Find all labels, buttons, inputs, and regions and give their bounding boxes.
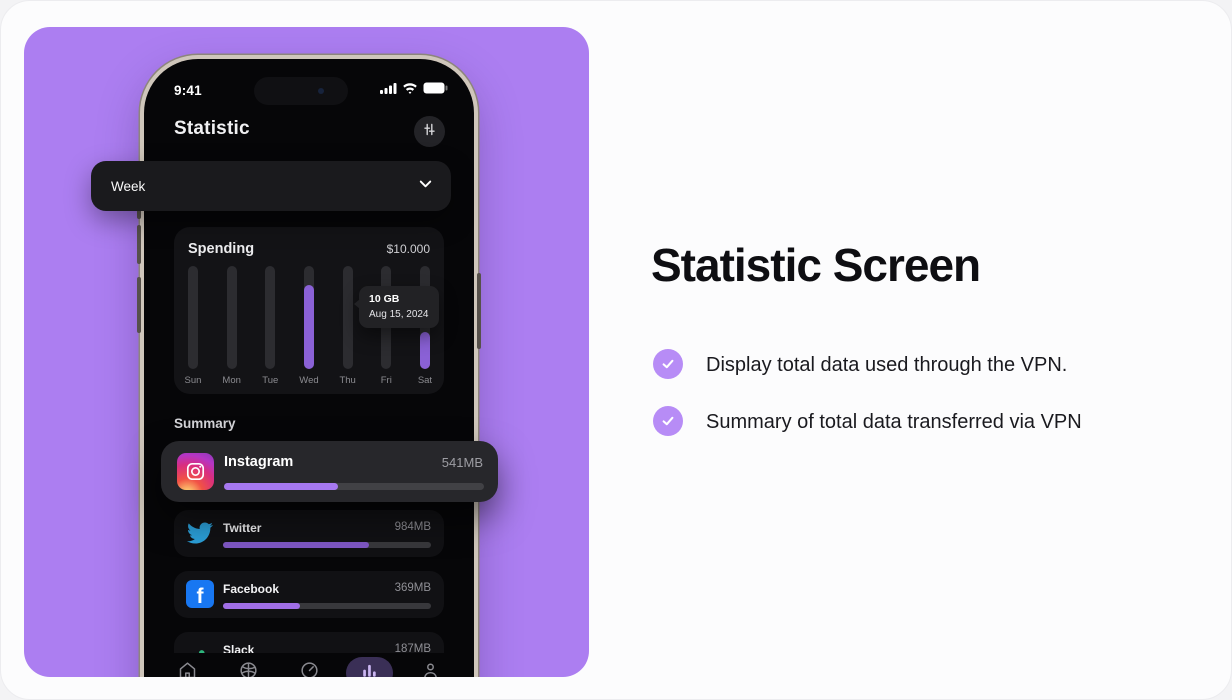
- chart-day-label: Thu: [339, 375, 356, 386]
- filter-settings-button[interactable]: [414, 116, 445, 147]
- nav-item-stats[interactable]: [346, 657, 394, 677]
- globe-icon: [238, 660, 259, 677]
- summary-app-value: 541MB: [441, 455, 483, 470]
- nav-item-globe[interactable]: [225, 657, 272, 677]
- summary-row-twitter[interactable]: Twitter 984MB: [174, 510, 444, 557]
- chart-day-label: Fri: [380, 375, 392, 386]
- wifi-icon: [402, 81, 418, 99]
- chart-day-label: Mon: [222, 375, 241, 386]
- feature-bullet-text: Display total data used through the VPN.: [706, 354, 1068, 376]
- tooltip-date: Aug 15, 2024: [369, 309, 429, 320]
- chart-day-label: Sat: [417, 375, 433, 386]
- summary-list: Twitter 984MB f Facebook 369MB Slack 187MB: [174, 510, 444, 677]
- summary-app-value: 369MB: [394, 582, 431, 594]
- spending-amount: $10.000: [386, 242, 430, 256]
- signal-icon: [380, 81, 397, 99]
- spending-days: Sun Mon Tue Wed Thu Fri Sat: [184, 375, 433, 386]
- spending-card: Spending $10.000 Sun Mon Tue Wed Thu Fri Sat 1…: [174, 227, 444, 394]
- twitter-icon: [186, 519, 214, 547]
- instagram-icon: [177, 453, 214, 490]
- summary-row-instagram[interactable]: Instagram 541MB: [161, 441, 498, 502]
- spending-title: Spending: [188, 241, 255, 257]
- volume-up-button: [137, 225, 141, 264]
- profile-icon: [420, 660, 441, 677]
- nav-item-gauge[interactable]: [286, 657, 333, 677]
- camera-dot: [318, 88, 324, 94]
- chart-day-label: Tue: [262, 375, 279, 386]
- tooltip-value: 10 GB: [369, 293, 400, 305]
- summary-app-name: Instagram: [224, 454, 294, 470]
- status-time: 9:41: [174, 82, 202, 98]
- chart-bar-fill: [419, 331, 430, 369]
- facebook-icon: f: [186, 580, 214, 608]
- feature-bullet-text: Summary of total data transferred via VP…: [706, 411, 1082, 433]
- progress-track: [223, 542, 431, 548]
- progress-fill: [224, 483, 339, 490]
- period-dropdown[interactable]: Week: [91, 161, 451, 211]
- chart-bar-wed[interactable]: [303, 266, 314, 369]
- phone-mockup: 9:41 Statistic Spending $10.000: [137, 59, 481, 677]
- chart-bar-fill: [303, 284, 314, 369]
- dynamic-island: [254, 77, 348, 105]
- check-icon: [653, 406, 683, 436]
- summary-app-value: 187MB: [394, 643, 431, 655]
- app-title: Statistic: [174, 118, 250, 139]
- sliders-icon: [422, 122, 437, 142]
- nav-row: [144, 653, 474, 677]
- chevron-down-icon: [416, 174, 435, 198]
- progress-fill: [223, 542, 369, 548]
- status-icons: [380, 81, 448, 99]
- progress-track: [223, 603, 431, 609]
- nav-item-home[interactable]: [164, 657, 211, 677]
- chart-day-label: Sun: [184, 375, 202, 386]
- page-title: Statistic Screen: [651, 239, 981, 291]
- progress-fill: [223, 603, 300, 609]
- spending-header: Spending $10.000: [174, 227, 444, 257]
- progress-track: [224, 483, 484, 490]
- battery-icon: [423, 81, 448, 99]
- chart-day-label: Wed: [299, 375, 319, 386]
- summary-row-facebook[interactable]: f Facebook 369MB: [174, 571, 444, 618]
- tooltip-arrow: [354, 299, 360, 309]
- power-button: [477, 273, 481, 349]
- chart-bar-mon[interactable]: [226, 266, 237, 369]
- feature-bullet-2: Summary of total data transferred via VP…: [653, 406, 1153, 438]
- feature-bullet-1: Display total data used through the VPN.: [653, 349, 1153, 381]
- chart-tooltip: 10 GB Aug 15, 2024: [354, 286, 439, 328]
- check-icon: [653, 349, 683, 379]
- summary-title: Summary: [174, 416, 236, 431]
- period-dropdown-value: Week: [111, 178, 146, 194]
- volume-down-button: [137, 277, 141, 333]
- summary-app-name: Twitter: [223, 521, 262, 535]
- summary-app-value: 984MB: [394, 521, 431, 533]
- showcase-card: 9:41 Statistic Spending $10.000: [24, 27, 589, 677]
- stats-icon: [359, 660, 380, 677]
- chart-bar-sun[interactable]: [188, 266, 198, 369]
- chart-bar-thu[interactable]: [342, 266, 353, 369]
- tab-bar: [144, 653, 474, 677]
- phone-screen: 9:41 Statistic Spending $10.000: [144, 59, 474, 677]
- chart-bar-tue[interactable]: [265, 266, 276, 369]
- status-bar: 9:41: [174, 81, 448, 99]
- gauge-icon: [299, 660, 320, 677]
- nav-item-profile[interactable]: [407, 657, 454, 677]
- home-icon: [177, 660, 198, 677]
- summary-app-name: Facebook: [223, 582, 280, 596]
